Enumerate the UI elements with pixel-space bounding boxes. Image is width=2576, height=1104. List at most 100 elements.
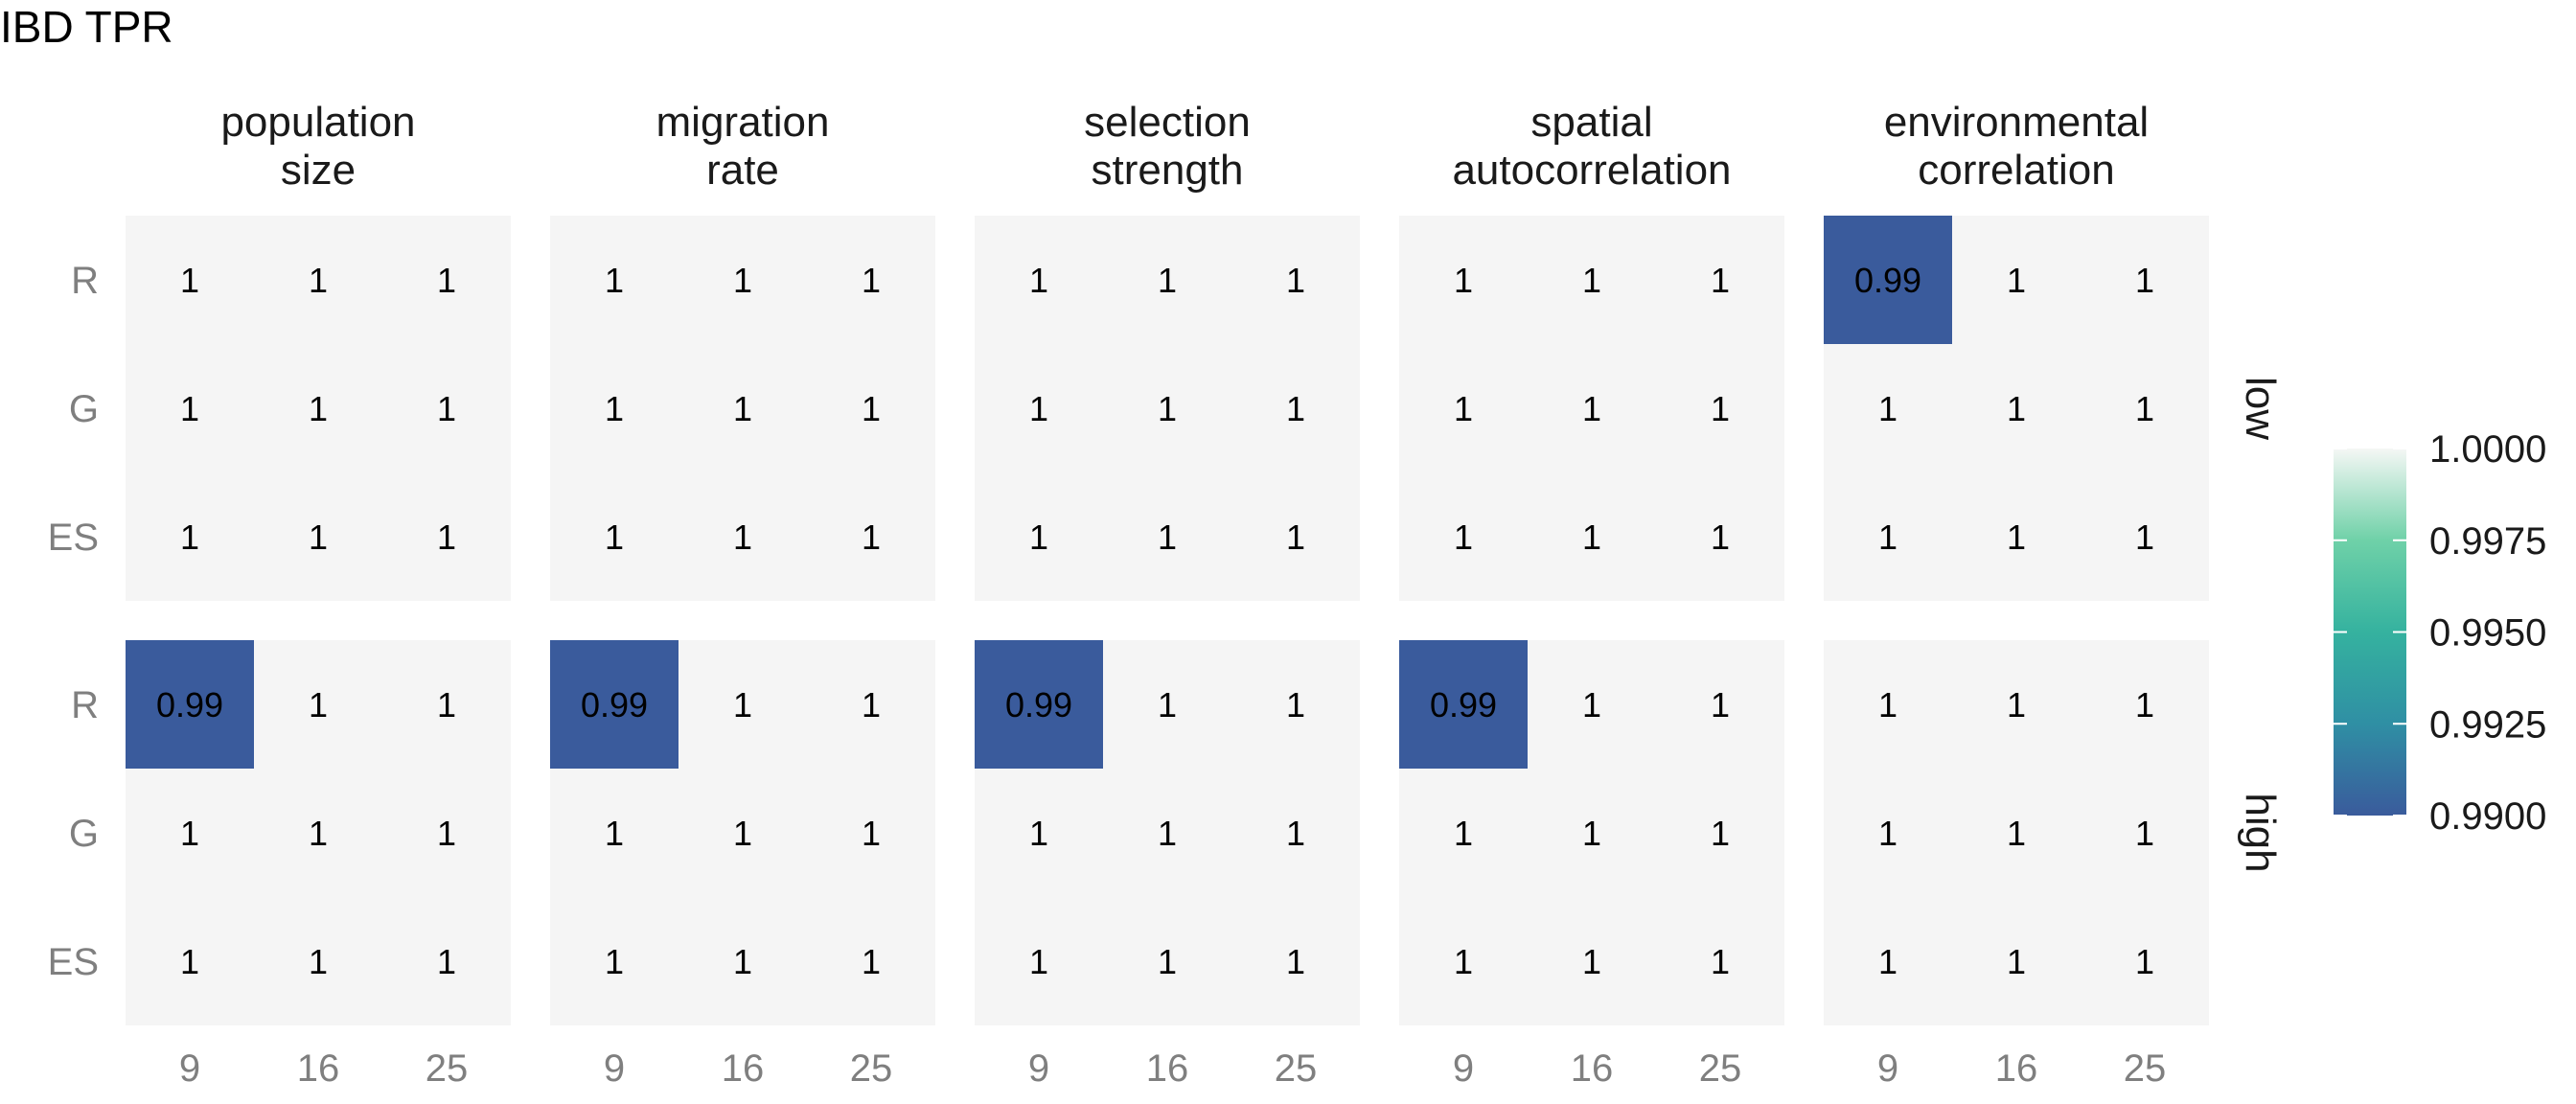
heatmap-cell bbox=[126, 640, 254, 769]
x-tick-label: 9 bbox=[1877, 1047, 1898, 1090]
facet-panel: 0.99 1 1 1 1 1 1 1 1 bbox=[1824, 216, 2209, 601]
cell-value-label: 1 bbox=[1582, 518, 1601, 557]
cell-value-label: 1 bbox=[2135, 814, 2154, 853]
x-tick-label: 9 bbox=[179, 1047, 200, 1090]
cell-value-label: 1 bbox=[733, 261, 752, 300]
cell-value-label: 1 bbox=[2135, 685, 2154, 724]
x-tick-label: 25 bbox=[1699, 1047, 1742, 1090]
facet-panel: 0.99 1 1 1 1 1 1 1 1 bbox=[550, 640, 935, 1025]
facet-panel: 1 1 1 1 1 1 1 1 1 bbox=[1399, 216, 1784, 601]
y-tick-label: G bbox=[69, 388, 99, 430]
cell-value-label: 1 bbox=[1582, 942, 1601, 981]
cell-value-label: 1 bbox=[862, 518, 881, 557]
cell-value-label: 1 bbox=[1454, 814, 1473, 853]
cell-value-label: 1 bbox=[862, 942, 881, 981]
facet-panel: 1 1 1 1 1 1 1 1 1 bbox=[1824, 640, 2209, 1025]
cell-value-label: 1 bbox=[1711, 685, 1730, 724]
colorbar-tick-label: 0.9975 bbox=[2429, 520, 2546, 563]
cell-value-label: 1 bbox=[2007, 389, 2026, 428]
cell-value-label: 1 bbox=[2135, 518, 2154, 557]
cell-value-label: 1 bbox=[1711, 389, 1730, 428]
x-tick-label: 9 bbox=[1453, 1047, 1474, 1090]
cell-value-label: 1 bbox=[605, 389, 624, 428]
colorbar-tick-label: 0.9925 bbox=[2429, 703, 2546, 746]
cell-value-label: 0.99 bbox=[1005, 685, 1072, 724]
cell-value-label: 1 bbox=[1286, 518, 1305, 557]
y-tick-label: ES bbox=[48, 517, 99, 559]
cell-value-label: 1 bbox=[180, 261, 199, 300]
facet-panel: 1 1 1 1 1 1 1 1 1 bbox=[126, 216, 511, 601]
cell-value-label: 1 bbox=[180, 942, 199, 981]
cell-value-label: 1 bbox=[1878, 942, 1898, 981]
y-tick-label: ES bbox=[48, 941, 99, 983]
colorbar-tick-label: 1.0000 bbox=[2429, 428, 2546, 471]
cell-value-label: 1 bbox=[605, 518, 624, 557]
cell-value-label: 1 bbox=[2135, 261, 2154, 300]
colorbar-tick-label: 0.9900 bbox=[2429, 795, 2546, 838]
cell-value-label: 1 bbox=[733, 685, 752, 724]
panel-background bbox=[126, 216, 511, 601]
cell-value-label: 1 bbox=[1582, 814, 1601, 853]
colorbar-tick-label: 0.9950 bbox=[2429, 612, 2546, 655]
cell-value-label: 1 bbox=[2007, 814, 2026, 853]
x-tick-label: 16 bbox=[297, 1047, 340, 1090]
cell-value-label: 1 bbox=[1711, 814, 1730, 853]
x-tick-label: 25 bbox=[426, 1047, 469, 1090]
panel-background bbox=[1824, 640, 2209, 1025]
cell-value-label: 1 bbox=[309, 814, 328, 853]
cell-value-label: 1 bbox=[437, 814, 456, 853]
cell-value-label: 1 bbox=[1286, 685, 1305, 724]
cell-value-label: 1 bbox=[309, 685, 328, 724]
x-tick-label: 16 bbox=[1571, 1047, 1614, 1090]
cell-value-label: 1 bbox=[180, 389, 199, 428]
x-tick-label: 9 bbox=[604, 1047, 625, 1090]
cell-value-label: 1 bbox=[1029, 814, 1048, 853]
cell-value-label: 1 bbox=[2007, 942, 2026, 981]
panel-background bbox=[550, 216, 935, 601]
cell-value-label: 1 bbox=[733, 942, 752, 981]
cell-value-label: 1 bbox=[1582, 261, 1601, 300]
cell-value-label: 0.99 bbox=[1430, 685, 1497, 724]
x-tick-label: 16 bbox=[1995, 1047, 2038, 1090]
cell-value-label: 1 bbox=[1878, 814, 1898, 853]
cell-value-label: 1 bbox=[2007, 685, 2026, 724]
cell-value-label: 1 bbox=[1286, 389, 1305, 428]
cell-value-label: 1 bbox=[862, 261, 881, 300]
cell-value-label: 1 bbox=[862, 685, 881, 724]
heatmap-cell bbox=[1824, 216, 1952, 344]
cell-value-label: 1 bbox=[1158, 518, 1177, 557]
cell-value-label: 0.99 bbox=[1854, 261, 1921, 300]
cell-value-label: 1 bbox=[605, 814, 624, 853]
facet-row-label: high bbox=[2237, 793, 2284, 872]
cell-value-label: 1 bbox=[437, 389, 456, 428]
cell-value-label: 1 bbox=[1158, 389, 1177, 428]
cell-value-label: 1 bbox=[309, 389, 328, 428]
cell-value-label: 1 bbox=[1158, 814, 1177, 853]
cell-value-label: 1 bbox=[1711, 518, 1730, 557]
heatmap-cell bbox=[975, 640, 1103, 769]
cell-value-label: 1 bbox=[309, 261, 328, 300]
cell-value-label: 1 bbox=[1582, 685, 1601, 724]
cell-value-label: 1 bbox=[862, 814, 881, 853]
cell-value-label: 1 bbox=[1158, 685, 1177, 724]
facet-column-label: spatial autocorrelation bbox=[1452, 99, 1731, 194]
cell-value-label: 1 bbox=[309, 518, 328, 557]
cell-value-label: 1 bbox=[862, 389, 881, 428]
cell-value-label: 1 bbox=[437, 261, 456, 300]
cell-value-label: 1 bbox=[2135, 389, 2154, 428]
heatmap-cell bbox=[550, 640, 678, 769]
facet-panel: 1 1 1 1 1 1 1 1 1 bbox=[975, 216, 1360, 601]
facet-panel: 0.99 1 1 1 1 1 1 1 1 bbox=[126, 640, 511, 1025]
cell-value-label: 1 bbox=[1878, 685, 1898, 724]
cell-value-label: 1 bbox=[1286, 814, 1305, 853]
facet-column-label: selection strength bbox=[1084, 99, 1251, 194]
y-tick-label: G bbox=[69, 813, 99, 855]
cell-value-label: 1 bbox=[733, 518, 752, 557]
x-tick-label: 25 bbox=[850, 1047, 893, 1090]
cell-value-label: 1 bbox=[180, 518, 199, 557]
x-tick-label: 9 bbox=[1028, 1047, 1049, 1090]
chart-title: IBD TPR bbox=[0, 2, 173, 52]
cell-value-label: 1 bbox=[605, 261, 624, 300]
panel-background bbox=[975, 216, 1360, 601]
